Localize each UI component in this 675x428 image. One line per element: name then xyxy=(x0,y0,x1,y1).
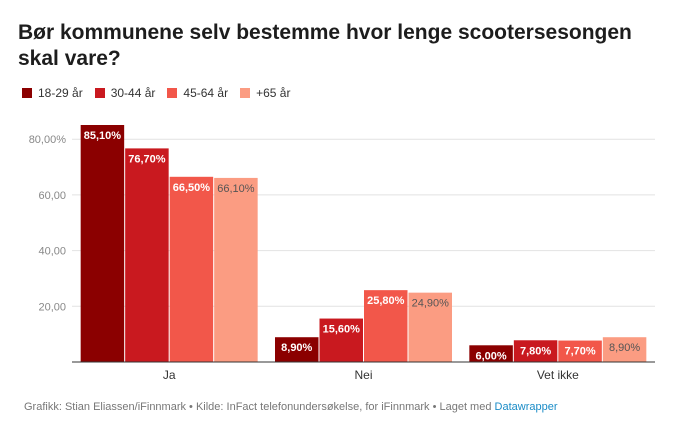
bar xyxy=(214,177,258,362)
legend-label: +65 år xyxy=(256,86,291,100)
y-tick-label: 40,00 xyxy=(38,246,66,258)
bar xyxy=(319,318,363,362)
bar-chart: 20,00 40,00 60,00 80,00% 85,10% 76,70% 66,50% 6… xyxy=(29,125,655,382)
bar xyxy=(275,337,319,362)
legend: 18-29 år 30-44 år 45-64 år +65 år xyxy=(22,86,290,100)
data-label: 8,90% xyxy=(281,342,312,354)
y-tick-label: 80,00% xyxy=(29,134,67,146)
legend-swatch xyxy=(240,88,251,98)
datawrapper-link[interactable]: Datawrapper xyxy=(494,401,558,413)
bar xyxy=(558,340,602,362)
data-label: 24,90% xyxy=(412,298,450,310)
data-label: 7,80% xyxy=(520,345,551,357)
legend-swatch xyxy=(167,88,178,98)
x-category-label: Ja xyxy=(163,368,176,382)
bar xyxy=(169,176,214,362)
data-label: 8,90% xyxy=(609,342,640,354)
data-label: 66,50% xyxy=(173,182,211,194)
x-category-label: Nei xyxy=(354,368,372,382)
data-label: 66,10% xyxy=(217,183,255,195)
bar xyxy=(602,337,647,362)
bar xyxy=(364,290,408,362)
y-tick-label: 20,00 xyxy=(38,301,66,313)
bar xyxy=(80,125,125,362)
data-label: 25,80% xyxy=(367,295,405,307)
legend-item: 45-64 år xyxy=(167,86,228,100)
legend-item: 18-29 år xyxy=(22,86,83,100)
legend-label: 30-44 år xyxy=(110,86,156,100)
data-label: 6,00% xyxy=(475,350,506,362)
legend-label: 45-64 år xyxy=(183,86,229,100)
bar xyxy=(408,292,452,362)
legend-swatch xyxy=(22,88,32,98)
data-label: 76,70% xyxy=(128,153,166,165)
x-category-label: Vet ikke xyxy=(537,368,579,382)
legend-swatch xyxy=(94,88,105,98)
y-tick-label: 60,00 xyxy=(38,190,66,202)
data-label: 85,10% xyxy=(84,130,122,142)
legend-item: +65 år xyxy=(240,86,290,100)
legend-label: 18-29 år xyxy=(38,86,83,100)
bar xyxy=(513,340,558,362)
chart-title: Bør kommunene selv bestemme hvor lenge s… xyxy=(18,21,632,70)
bar xyxy=(469,345,513,362)
legend-item: 30-44 år xyxy=(94,86,156,100)
data-label: 15,60% xyxy=(323,324,361,336)
data-label: 7,70% xyxy=(564,346,595,358)
footer-credit-text: Grafikk: Stian Eliassen/iFinnmark • Kild… xyxy=(24,401,495,413)
bar xyxy=(125,148,169,362)
footer-credit: Grafikk: Stian Eliassen/iFinnmark • Kild… xyxy=(24,401,558,413)
